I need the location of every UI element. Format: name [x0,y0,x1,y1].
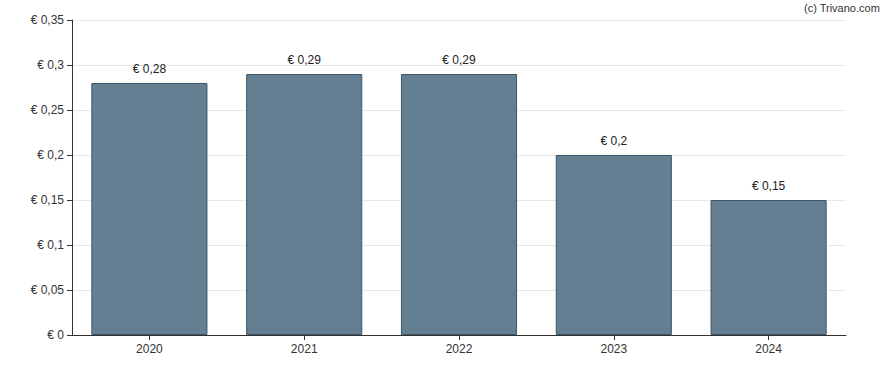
svg-text:€ 0,05: € 0,05 [31,283,65,297]
svg-text:2023: 2023 [600,342,627,356]
svg-text:€ 0,25: € 0,25 [31,103,65,117]
svg-text:2022: 2022 [446,342,473,356]
svg-text:€ 0: € 0 [47,328,64,342]
svg-text:€ 0,2: € 0,2 [37,148,64,162]
svg-text:€ 0,35: € 0,35 [31,13,65,27]
svg-text:2024: 2024 [755,342,782,356]
svg-text:€ 0,1: € 0,1 [37,238,64,252]
svg-text:(c) Trivano.com: (c) Trivano.com [804,2,880,14]
svg-text:€ 0,29: € 0,29 [442,53,476,67]
svg-text:€ 0,3: € 0,3 [37,58,64,72]
svg-text:€ 0,15: € 0,15 [752,179,786,193]
svg-text:2021: 2021 [291,342,318,356]
svg-text:€ 0,15: € 0,15 [31,193,65,207]
svg-text:€ 0,28: € 0,28 [133,62,167,76]
svg-text:€ 0,2: € 0,2 [600,134,627,148]
svg-text:€ 0,29: € 0,29 [288,53,322,67]
svg-text:2020: 2020 [136,342,163,356]
